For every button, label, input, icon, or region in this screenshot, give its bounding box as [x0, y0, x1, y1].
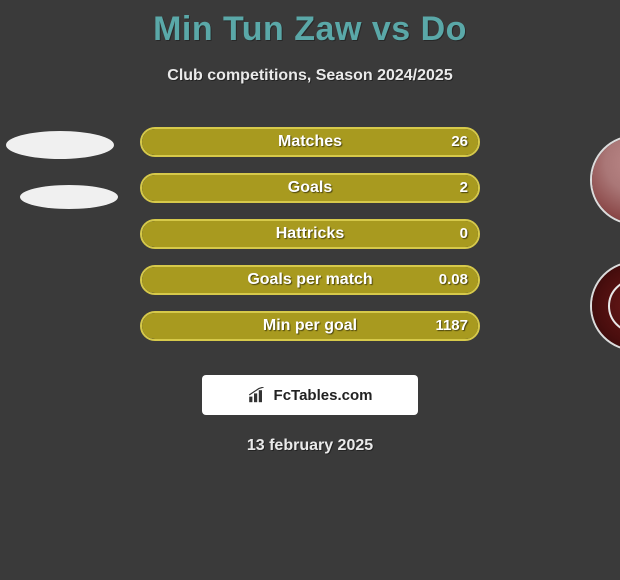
placeholder-ellipse-1	[6, 131, 114, 159]
stat-row-goals: Goals 2	[140, 173, 480, 203]
placeholder-ellipse-2	[20, 185, 118, 209]
stat-value: 0.08	[439, 267, 468, 293]
stats-area: Matches 26 Goals 2 Hattricks 0 Goals per…	[0, 125, 620, 365]
stat-value: 26	[451, 129, 468, 155]
stat-label: Hattricks	[142, 221, 478, 247]
brand-box: FcTables.com	[202, 375, 418, 415]
stat-row-matches: Matches 26	[140, 127, 480, 157]
stat-label: Min per goal	[142, 313, 478, 339]
stat-label: Goals	[142, 175, 478, 201]
brand-text: FcTables.com	[274, 387, 373, 404]
stat-value: 2	[460, 175, 468, 201]
page-subtitle: Club competitions, Season 2024/2025	[0, 67, 620, 85]
stat-label: Goals per match	[142, 267, 478, 293]
stat-row-hattricks: Hattricks 0	[140, 219, 480, 249]
crest-svg-icon	[605, 276, 620, 336]
page-title: Min Tun Zaw vs Do	[0, 0, 620, 49]
stat-row-goals-per-match: Goals per match 0.08	[140, 265, 480, 295]
stat-bars: Matches 26 Goals 2 Hattricks 0 Goals per…	[140, 127, 480, 357]
date-text: 13 february 2025	[0, 437, 620, 455]
club-crest-icon	[592, 263, 620, 349]
player-avatar	[590, 135, 620, 225]
bar-chart-icon	[248, 387, 268, 403]
stat-value: 0	[460, 221, 468, 247]
stat-label: Matches	[142, 129, 478, 155]
stat-value: 1187	[435, 313, 468, 339]
player-face-icon	[592, 137, 620, 223]
stat-row-min-per-goal: Min per goal 1187	[140, 311, 480, 341]
club-crest-avatar	[590, 261, 620, 351]
